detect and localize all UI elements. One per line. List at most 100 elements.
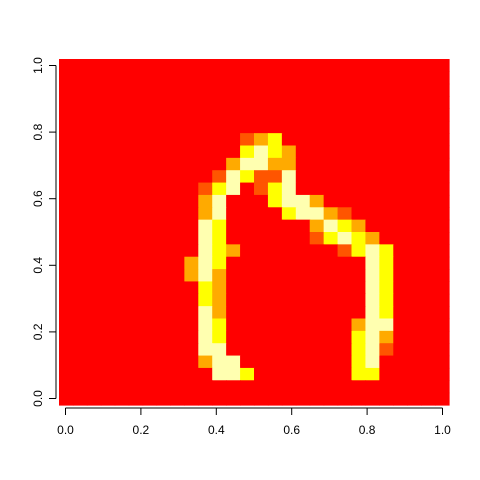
heatmap-cell: [323, 330, 339, 344]
heatmap-cell: [421, 108, 436, 122]
heatmap-cell: [337, 355, 353, 369]
heatmap-cell: [267, 392, 283, 406]
heatmap-cell: [281, 59, 297, 72]
heatmap-cell: [351, 232, 367, 245]
heatmap-cell: [128, 157, 144, 171]
heatmap-cell: [281, 182, 297, 196]
heatmap-cell: [100, 392, 116, 406]
heatmap-cell: [309, 256, 325, 270]
heatmap-cell: [379, 59, 394, 72]
heatmap-cell: [351, 269, 367, 283]
heatmap-cell: [379, 232, 394, 245]
heatmap-cell: [212, 120, 227, 134]
heatmap-cell: [267, 232, 283, 245]
heatmap-cell: [379, 133, 394, 147]
heatmap-cell: [226, 293, 241, 307]
heatmap-cell: [198, 157, 213, 171]
heatmap-cell: [114, 219, 130, 233]
heatmap-cell: [407, 170, 422, 184]
heatmap-cell: [184, 120, 199, 134]
heatmap-cell: [351, 83, 367, 97]
heatmap-cell: [421, 281, 436, 295]
heatmap-cell: [393, 96, 408, 110]
heatmap-cell: [156, 170, 172, 184]
heatmap-cell: [59, 120, 74, 134]
heatmap-cell: [337, 367, 353, 381]
heatmap-cell: [337, 281, 353, 295]
heatmap-cell: [170, 83, 185, 97]
heatmap-cell: [337, 318, 353, 332]
heatmap-cell: [421, 133, 436, 147]
heatmap-cell: [142, 71, 158, 85]
heatmap-cell: [226, 392, 241, 406]
heatmap-cell: [156, 318, 172, 332]
heatmap-cell: [170, 293, 185, 307]
heatmap-cell: [198, 108, 213, 122]
heatmap-cell: [295, 145, 311, 159]
heatmap-cell: [365, 96, 380, 110]
heatmap-cell: [393, 330, 408, 344]
heatmap-cell: [267, 281, 283, 295]
heatmap-cell: [281, 133, 297, 147]
heatmap-cell: [365, 318, 380, 332]
heatmap-cell: [59, 71, 74, 85]
heatmap-cell: [267, 256, 283, 270]
heatmap-cell: [142, 157, 158, 171]
heatmap-cell: [254, 232, 269, 245]
heatmap-cell: [100, 170, 116, 184]
heatmap-cell: [295, 157, 311, 171]
heatmap-cell: [114, 293, 130, 307]
heatmap-cell: [59, 59, 74, 72]
heatmap-cell: [198, 59, 213, 72]
heatmap-cell: [226, 133, 241, 147]
heatmap-cell: [435, 281, 450, 295]
heatmap-cell: [114, 330, 130, 344]
heatmap-cell: [72, 293, 88, 307]
heatmap-cell: [393, 293, 408, 307]
heatmap-cell: [254, 108, 269, 122]
heatmap-cell: [212, 170, 227, 184]
heatmap-cell: [212, 330, 227, 344]
heatmap-cell: [435, 182, 450, 196]
heatmap-cell: [170, 232, 185, 245]
heatmap-cell: [337, 108, 353, 122]
heatmap-cell: [156, 207, 172, 221]
heatmap-cell: [295, 71, 311, 85]
heatmap-cell: [435, 293, 450, 307]
heatmap-cell: [240, 219, 255, 233]
heatmap-cell: [309, 71, 325, 85]
heatmap-cell: [295, 244, 311, 258]
x-tick-label: 0.8: [359, 423, 376, 437]
heatmap-cell: [365, 145, 380, 159]
heatmap-cell: [128, 59, 144, 72]
heatmap-cell: [240, 120, 255, 134]
heatmap-cell: [198, 133, 213, 147]
heatmap-cell: [365, 355, 380, 369]
heatmap-cell: [226, 96, 241, 110]
heatmap-cell: [184, 380, 199, 394]
heatmap-cell: [435, 244, 450, 258]
heatmap-cell: [365, 59, 380, 72]
heatmap-cell: [226, 182, 241, 196]
heatmap-cell: [267, 182, 283, 196]
heatmap-cell: [379, 269, 394, 283]
heatmap-cell: [407, 343, 422, 357]
heatmap-cell: [254, 83, 269, 97]
heatmap-cell: [114, 83, 130, 97]
heatmap-cell: [379, 306, 394, 320]
heatmap-cell: [337, 232, 353, 245]
heatmap-cell: [351, 108, 367, 122]
heatmap-cell: [254, 207, 269, 221]
heatmap-cell: [323, 182, 339, 196]
heatmap-cell: [86, 306, 102, 320]
heatmap-cell: [421, 157, 436, 171]
heatmap-cell: [128, 207, 144, 221]
heatmap-cell: [379, 157, 394, 171]
heatmap-cell: [212, 145, 227, 159]
heatmap-cell: [212, 343, 227, 357]
heatmap-cell: [142, 182, 158, 196]
heatmap-cell: [323, 96, 339, 110]
heatmap-cell: [72, 232, 88, 245]
heatmap-cell: [421, 59, 436, 72]
